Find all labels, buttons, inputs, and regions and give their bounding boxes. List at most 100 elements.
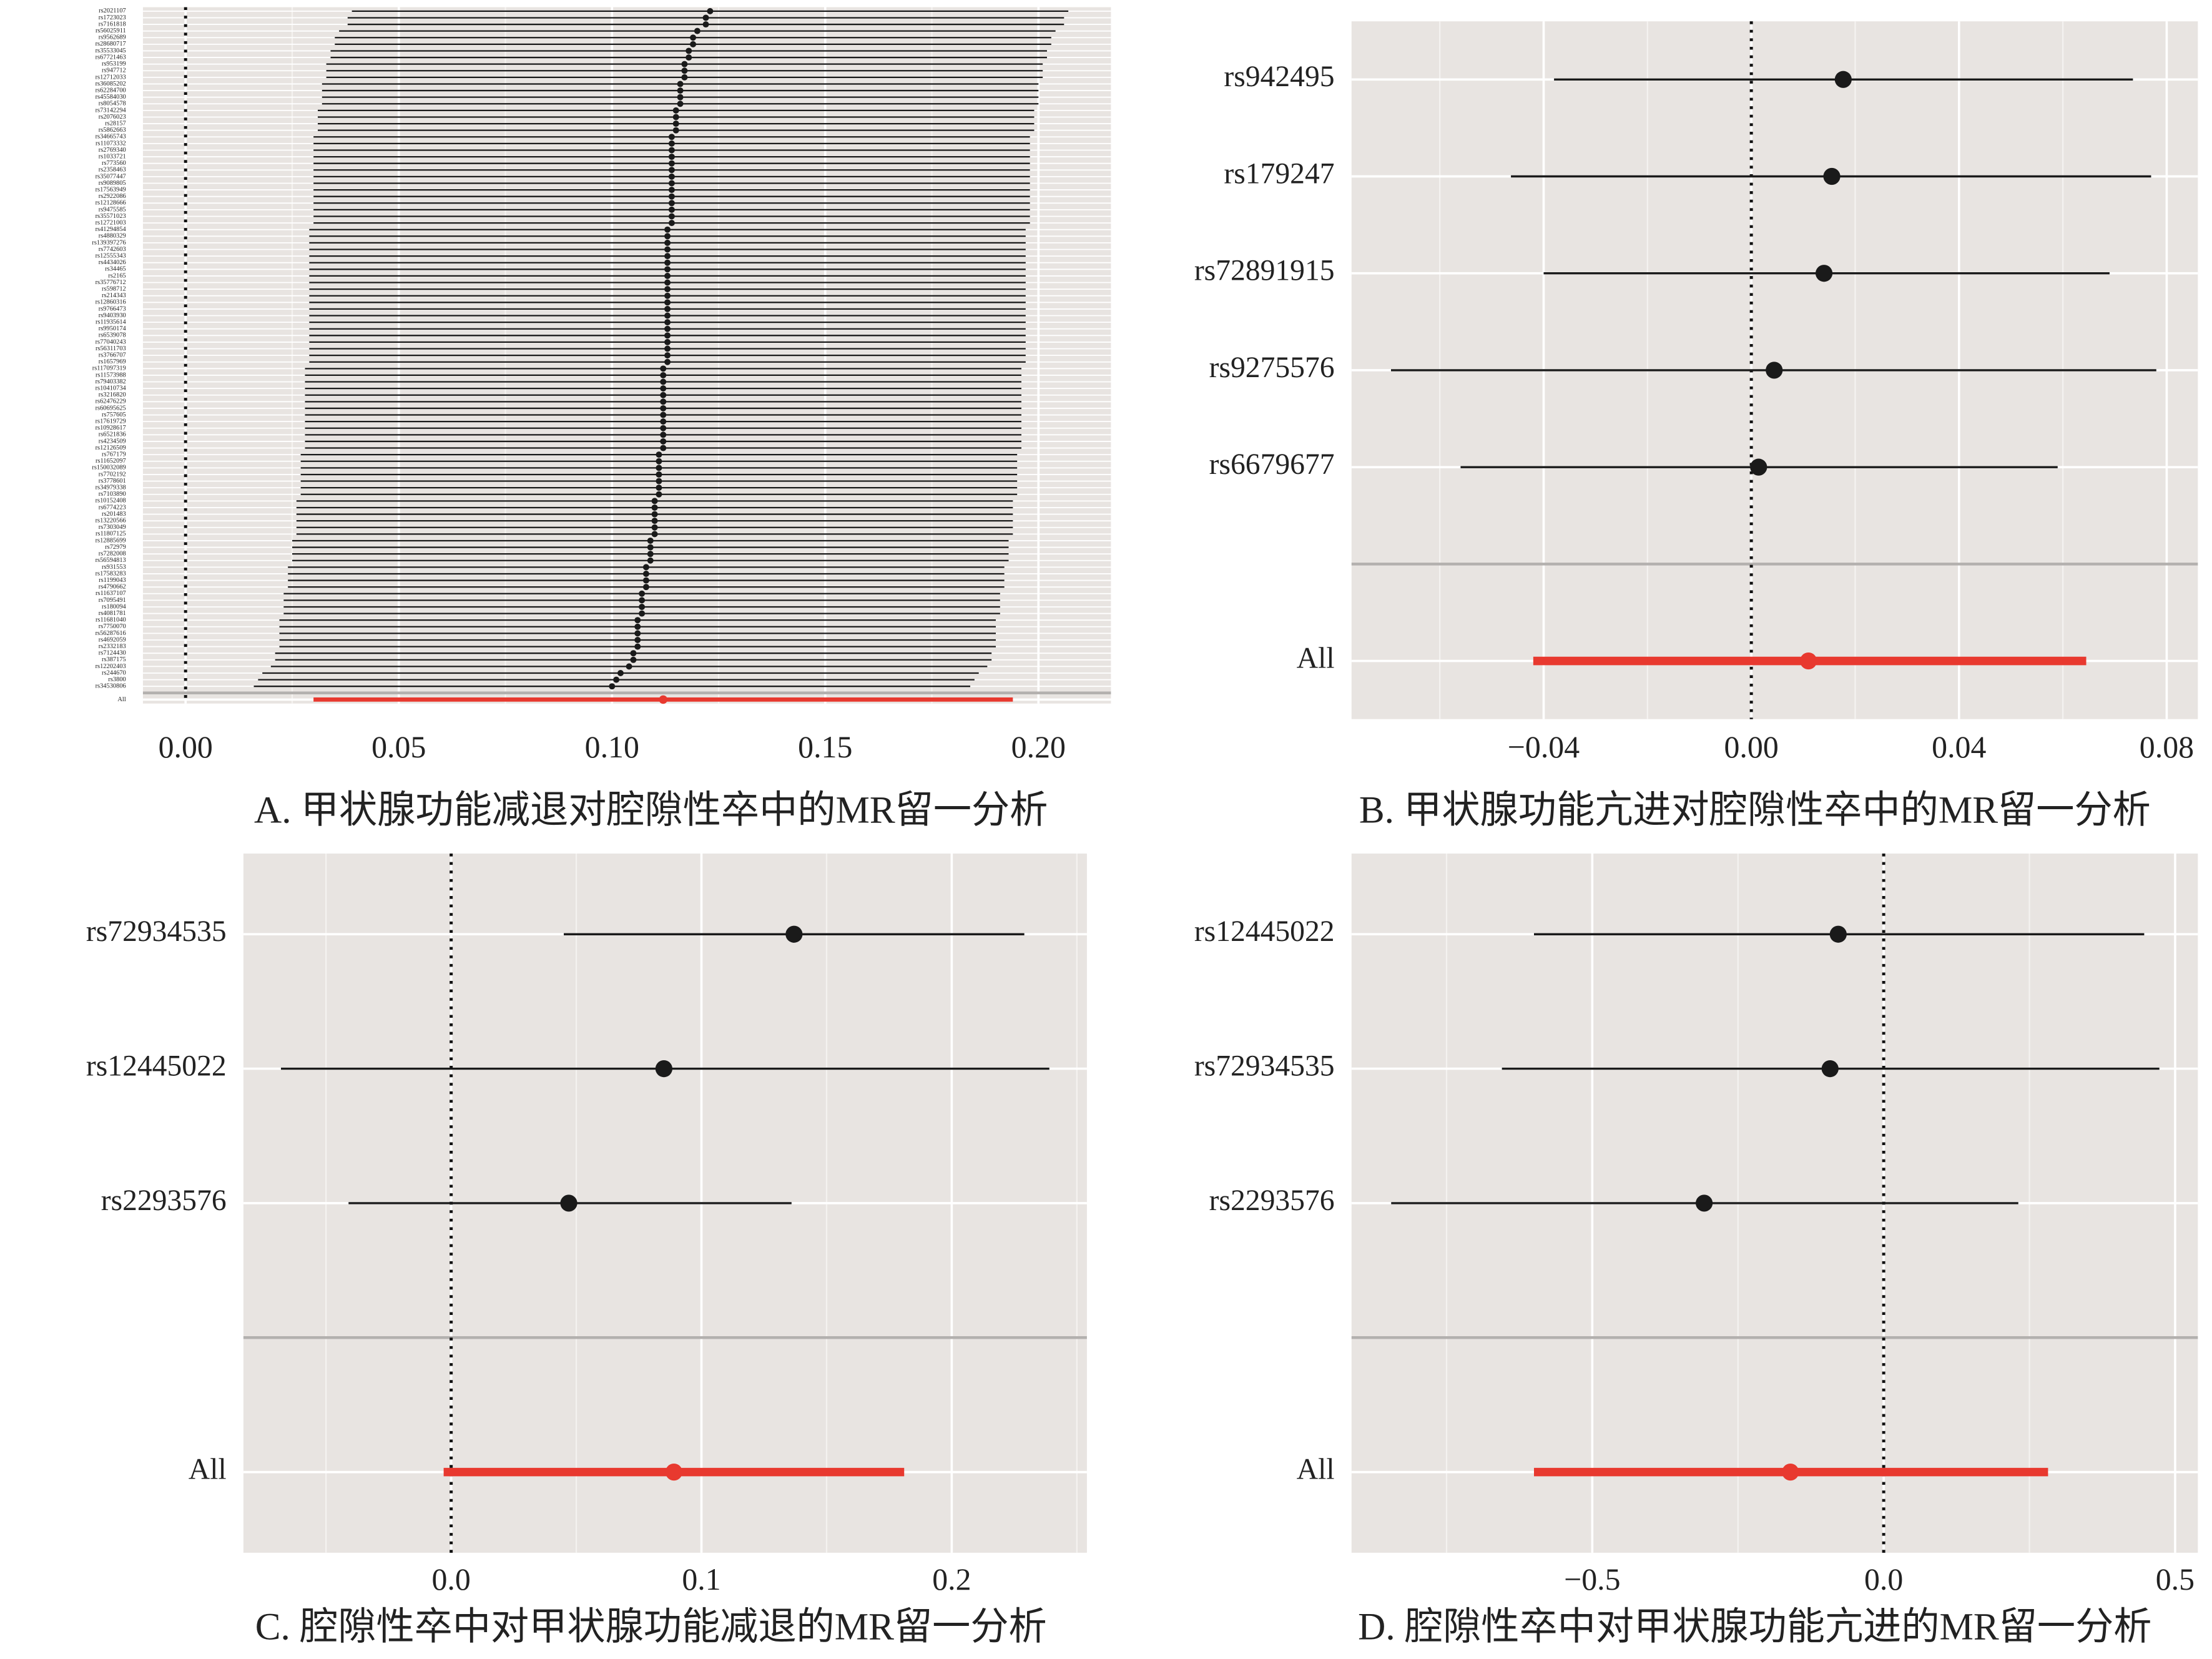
estimate-point [1821,1060,1839,1078]
estimate-point [664,233,671,240]
row-label: rs11935614 [96,319,127,326]
estimate-point [660,438,667,445]
overall-label: All [189,1454,227,1486]
estimate-point [613,676,620,683]
row-label: rs10928617 [96,425,126,431]
row-label: rs598712 [102,286,126,293]
row-label: rs1657969 [99,358,126,365]
row-label: rs2769340 [99,147,126,154]
estimate-point [668,213,675,220]
estimate-point [668,134,675,140]
estimate-point [656,471,662,478]
row-label: rs11652097 [96,458,126,465]
row-label: rs79403382 [96,378,126,385]
estimate-point [651,498,658,505]
row-label: rs3800 [108,676,125,683]
row-label: rs72979 [105,544,126,551]
estimate-point [664,325,671,332]
estimate-point [707,7,714,14]
row-label: rs7750070 [99,623,126,630]
estimate-point [660,378,667,385]
estimate-point [642,564,649,571]
estimate-point [694,27,700,34]
row-label: rs4880329 [99,233,126,240]
row-label: rs11807125 [96,531,126,538]
row-label: rs41294854 [96,226,127,233]
row-label: rs72934535 [86,915,227,948]
row-label: rs56025911 [96,27,126,34]
panel-caption: A. 甲状腺功能减退对腔隙性卒中的MR留一分析 [254,789,1048,832]
estimate-point [651,518,658,524]
row-label: rs8054578 [99,101,126,107]
estimate-point [664,279,671,286]
row-label: rs73142294 [96,107,127,114]
estimate-point [664,312,671,319]
estimate-point [690,34,697,41]
estimate-point [651,524,658,531]
overall-point [659,695,668,704]
estimate-point [664,226,671,233]
row-label: rs56287616 [96,630,126,637]
estimate-point [647,544,654,551]
estimate-point [690,41,697,47]
estimate-point [677,101,684,107]
estimate-point [664,345,671,352]
estimate-point [1829,925,1847,943]
row-label: rs34979338 [96,485,126,491]
row-label: rs12885699 [96,537,126,544]
overall-point [665,1464,683,1481]
estimate-point [1823,167,1841,185]
estimate-point [634,630,641,637]
estimate-point [639,597,646,604]
panel-caption: C. 腔隙性卒中对甲状腺功能减退的MR留一分析 [255,1606,1047,1648]
row-label: rs7161818 [99,21,126,27]
estimate-point [639,610,646,617]
estimate-point [686,54,692,61]
estimate-point [660,411,667,418]
row-label: rs34665743 [96,134,126,140]
row-label: rs947712 [102,67,126,74]
row-label: rs4234509 [99,438,126,445]
estimate-point [1834,71,1852,88]
overall-label: All [117,696,125,703]
estimate-point [664,246,671,253]
estimate-point [660,391,667,398]
x-tick-label: 0.2 [932,1562,971,1597]
row-label: rs2165 [108,272,125,279]
estimate-point [664,286,671,293]
estimate-point [668,154,675,160]
row-label: rs77040243 [96,338,126,345]
estimate-point [672,127,679,134]
estimate-point [656,485,662,491]
estimate-point [642,584,649,591]
row-label: rs773560 [102,160,126,167]
estimate-point [681,74,688,81]
estimate-point [560,1194,578,1212]
estimate-point [668,200,675,207]
row-label: rs150032089 [92,465,125,471]
row-label: rs7702192 [99,471,126,478]
estimate-point [672,114,679,121]
estimate-point [686,47,692,54]
row-label: rs9089805 [99,180,126,187]
panel-caption: D. 腔隙性卒中对甲状腺功能亢进的MR留一分析 [1358,1606,2151,1648]
estimate-point [668,193,675,200]
estimate-point [656,458,662,465]
estimate-point [634,636,641,643]
row-label: rs60695625 [96,405,126,411]
x-tick-label: 0.0 [1864,1562,1903,1597]
row-label: rs35533045 [96,47,126,54]
overall-point [1800,652,1817,670]
estimate-point [1695,1194,1713,1212]
estimate-point [630,656,637,663]
row-label: rs7742603 [99,246,126,253]
x-tick-label: 0.5 [2156,1562,2195,1597]
row-label: rs6679677 [1209,448,1335,481]
x-tick-label: 0.0 [431,1562,470,1597]
estimate-point [664,358,671,365]
row-label: rs9275576 [1209,352,1335,384]
row-label: rs180094 [102,603,127,610]
row-label: rs139397276 [92,239,125,246]
estimate-point [660,385,667,392]
